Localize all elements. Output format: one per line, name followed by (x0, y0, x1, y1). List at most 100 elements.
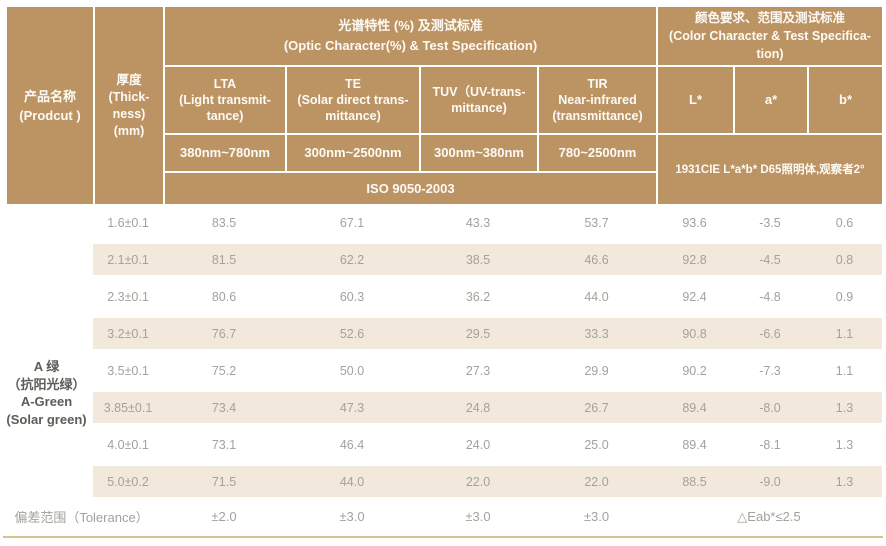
tir-value: 25.0 (584, 437, 609, 452)
color-standard-header: 1931CIE L*a*b* D65照明体,观察者2° (658, 135, 882, 204)
a-value: -3.5 (759, 215, 781, 230)
lta-column-header: LTA (Light transmit- tance) (165, 67, 285, 133)
table-row: 5.0±0.2 71.5 44.0 22.0 22.0 88.5 -9.0 1.… (0, 463, 882, 500)
b-value: 0.6 (835, 215, 854, 230)
thickness-value: 2.1±0.1 (93, 241, 163, 278)
optic-group-header: 光谱特性 (%) 及测试标准 (Optic Character(%) & Tes… (165, 7, 656, 65)
lta-value: 80.6 (211, 289, 237, 304)
lta-tolerance: ±2.0 (211, 509, 237, 524)
product-column-header: 产品名称 (Prodcut ) (7, 7, 93, 204)
tir-tolerance: ±3.0 (583, 509, 610, 524)
b-value: 0.8 (807, 241, 882, 278)
product-cell (0, 389, 93, 426)
tolerance-row: 偏差范围（Tolerance） ±2.0 ±3.0 ±3.0 ±3.0 △Eab… (0, 500, 882, 533)
lta-value: 76.7 (163, 315, 285, 352)
tuv-value: 38.5 (419, 241, 537, 278)
thickness-value: 4.0±0.1 (107, 437, 149, 452)
table-header: 产品名称 (Prodcut ) 厚度 (Thick- ness) (mm) 光谱… (7, 7, 882, 204)
a-value: -4.5 (733, 241, 807, 278)
tuv-range-header: 300nm~380nm (421, 135, 537, 171)
table-row: 3.2±0.1 76.7 52.6 29.5 33.3 90.8 -6.6 1.… (0, 315, 882, 352)
tuv-column-header: TUV（UV-trans- mittance) (421, 67, 537, 133)
thickness-value: 1.6±0.1 (107, 215, 149, 230)
l-value: 89.4 (656, 389, 733, 426)
thickness-value: 2.3±0.1 (107, 289, 149, 304)
te-value: 62.2 (285, 241, 419, 278)
te-value: 52.6 (285, 315, 419, 352)
bottom-divider (3, 536, 883, 538)
thickness-value: 3.85±0.1 (93, 389, 163, 426)
a-value: -8.0 (733, 389, 807, 426)
te-value: 67.1 (339, 215, 365, 230)
thickness-value: 3.2±0.1 (93, 315, 163, 352)
tir-value: 44.0 (584, 289, 609, 304)
tuv-value: 24.0 (465, 437, 491, 452)
thickness-value: 5.0±0.2 (93, 463, 163, 500)
l-value: 89.4 (682, 437, 707, 452)
color-group-header: 颜色要求、范围及测试标准 (Color Character & Test Spe… (658, 7, 882, 65)
tir-value: 29.9 (584, 363, 609, 378)
b-value: 1.1 (835, 363, 854, 378)
product-cell (0, 352, 93, 389)
lta-value: 73.1 (211, 437, 237, 452)
tolerance-label: 偏差范围（Tolerance） (14, 510, 149, 525)
l-value: 93.6 (682, 215, 707, 230)
table-row: 2.1±0.1 81.5 62.2 38.5 46.6 92.8 -4.5 0.… (0, 241, 882, 278)
te-column-header: TE (Solar direct trans- mittance) (287, 67, 419, 133)
te-value: 46.4 (339, 437, 365, 452)
product-cell (0, 315, 93, 352)
tir-range-header: 780~2500nm (539, 135, 656, 171)
tuv-value: 29.5 (419, 315, 537, 352)
l-value: 90.2 (682, 363, 707, 378)
lta-value: 71.5 (163, 463, 285, 500)
b-value: 1.3 (835, 437, 854, 452)
lta-value: 81.5 (163, 241, 285, 278)
l-value: 88.5 (656, 463, 733, 500)
a-value: -8.1 (759, 437, 781, 452)
tir-value: 22.0 (537, 463, 656, 500)
table-row: 1.6±0.1 83.5 67.1 43.3 53.7 93.6 -3.5 0.… (0, 204, 882, 241)
l-value: 92.8 (656, 241, 733, 278)
product-cell (0, 426, 93, 463)
eab-tolerance: △Eab*≤2.5 (737, 508, 801, 524)
thickness-column-header: 厚度 (Thick- ness) (mm) (95, 7, 163, 204)
tuv-tolerance: ±3.0 (465, 509, 491, 524)
te-value: 50.0 (339, 363, 365, 378)
table-row: 3.85±0.1 73.4 47.3 24.8 26.7 89.4 -8.0 1… (0, 389, 882, 426)
tuv-value: 22.0 (419, 463, 537, 500)
product-cell (0, 204, 93, 241)
tir-column-header: TIR Near-infrared (transmittance) (539, 67, 656, 133)
product-name: A 绿 （抗阳光绿） A-Green (Solar green) (6, 359, 87, 427)
b-column-header: b* (809, 67, 882, 133)
tir-value: 26.7 (537, 389, 656, 426)
table-row: 3.5±0.1 75.2 50.0 27.3 29.9 90.2 -7.3 1.… (0, 352, 882, 389)
lta-range-header: 380nm~780nm (165, 135, 285, 171)
lta-value: 83.5 (211, 215, 237, 230)
table-row: 4.0±0.1 73.1 46.4 24.0 25.0 89.4 -8.1 1.… (0, 426, 882, 463)
te-tolerance: ±3.0 (339, 509, 365, 524)
a-value: -7.3 (759, 363, 781, 378)
tuv-value: 27.3 (465, 363, 491, 378)
product-cell (0, 463, 93, 500)
b-value: 1.1 (807, 315, 882, 352)
l-value: 90.8 (656, 315, 733, 352)
b-value: 1.3 (807, 389, 882, 426)
table-row: 2.3±0.1 80.6 60.3 36.2 44.0 92.4 -4.8 0.… (0, 278, 882, 315)
optic-standard-header: ISO 9050-2003 (165, 173, 656, 204)
te-range-header: 300nm~2500nm (287, 135, 419, 171)
tir-value: 53.7 (584, 215, 609, 230)
a-value: -4.8 (759, 289, 781, 304)
tir-value: 46.6 (537, 241, 656, 278)
lta-value: 75.2 (211, 363, 237, 378)
b-value: 1.3 (807, 463, 882, 500)
b-value: 0.9 (835, 289, 854, 304)
l-value: 92.4 (682, 289, 707, 304)
a-value: -9.0 (733, 463, 807, 500)
te-value: 47.3 (285, 389, 419, 426)
te-value: 60.3 (339, 289, 365, 304)
lta-value: 73.4 (163, 389, 285, 426)
thickness-value: 3.5±0.1 (107, 363, 149, 378)
tuv-value: 24.8 (419, 389, 537, 426)
te-value: 44.0 (285, 463, 419, 500)
